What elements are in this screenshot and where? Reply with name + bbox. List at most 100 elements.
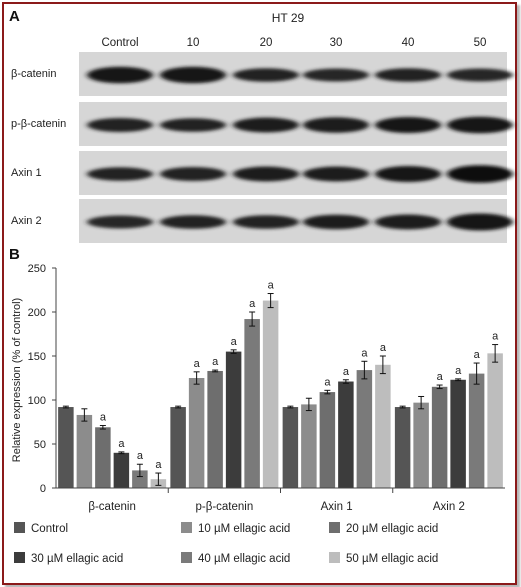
- legend-label: Control: [31, 523, 68, 535]
- blot-label: Axin 2: [11, 215, 42, 227]
- bar: [431, 386, 448, 488]
- lane-label-5: 50: [474, 37, 487, 49]
- bar: [58, 407, 74, 488]
- blot-band: [87, 118, 153, 132]
- blot-band: [303, 68, 369, 82]
- blot-band: [160, 66, 226, 84]
- blot-band: [447, 165, 513, 183]
- legend-swatch: [181, 522, 192, 533]
- legend-item-2: 20 µM ellagic acid: [329, 522, 438, 535]
- blot-band: [233, 215, 299, 229]
- blot-band: [87, 167, 153, 181]
- legend-item-1: 10 µM ellagic acid: [181, 522, 290, 535]
- significance-label: a: [137, 450, 144, 462]
- significance-label: a: [437, 371, 444, 383]
- significance-label: a: [361, 347, 368, 359]
- y-tick-label: 50: [34, 439, 46, 451]
- legend-swatch: [329, 552, 340, 563]
- bar: [301, 404, 317, 488]
- significance-label: a: [268, 280, 275, 292]
- blot-band: [233, 68, 299, 82]
- bar: [338, 381, 354, 488]
- legend-swatch: [14, 522, 25, 533]
- x-category-label: p-β-catenin: [195, 501, 253, 513]
- blot-2: Axin 1: [11, 151, 513, 195]
- blot-band: [303, 166, 369, 182]
- significance-label: a: [492, 331, 499, 343]
- blot-band: [447, 116, 513, 134]
- blot-band: [233, 117, 299, 133]
- bar: [225, 351, 242, 488]
- significance-label: a: [100, 412, 107, 424]
- y-tick-label: 200: [28, 307, 46, 319]
- bar: [450, 379, 466, 488]
- blot-band: [447, 68, 513, 82]
- bar: [170, 407, 186, 488]
- blot-band: [160, 118, 226, 132]
- x-axis: β-catenin p-β-catenin Axin 1 Axin 2: [56, 487, 505, 513]
- bar: [356, 370, 373, 488]
- bar: [394, 407, 411, 488]
- bar: [76, 414, 93, 488]
- legend-swatch: [181, 552, 192, 563]
- blot-3: Axin 2: [11, 199, 513, 243]
- lane-label-2: 20: [260, 37, 273, 49]
- bar: [207, 370, 223, 488]
- legend: Control 10 µM ellagic acid 20 µM ellagic a…: [14, 522, 438, 565]
- lane-label-0: Control: [101, 37, 138, 49]
- blot-band: [375, 117, 441, 133]
- bar: [113, 452, 130, 488]
- lane-label-1: 10: [187, 37, 200, 49]
- significance-label: a: [455, 365, 462, 377]
- blot-band: [303, 214, 369, 230]
- significance-label: a: [343, 366, 350, 378]
- significance-label: a: [155, 459, 162, 471]
- bar: [487, 353, 503, 488]
- lane-labels: Control 10 20 30 40 50: [101, 37, 486, 49]
- panel-a-label: A: [9, 8, 20, 25]
- significance-label: a: [249, 298, 256, 310]
- bar: [132, 470, 148, 488]
- bar: [468, 373, 485, 488]
- western-blots: β-catenin p-β-catenin Axin 1 Axin 2: [11, 52, 513, 243]
- legend-item-4: 40 µM ellagic acid: [181, 552, 290, 565]
- y-tick-label: 150: [28, 351, 46, 363]
- blot-band: [375, 68, 441, 82]
- bar: [244, 319, 260, 488]
- y-tick-label: 0: [40, 483, 46, 495]
- x-category-label: Axin 2: [433, 501, 465, 513]
- blot-band: [375, 214, 441, 230]
- lane-label-4: 40: [402, 37, 415, 49]
- bar: [188, 378, 205, 488]
- y-tick-label: 250: [28, 263, 46, 275]
- legend-label: 10 µM ellagic acid: [198, 523, 290, 535]
- legend-swatch: [14, 552, 25, 563]
- legend-item-0: Control: [14, 522, 68, 535]
- panel-b-label: B: [9, 246, 20, 263]
- bar: [262, 300, 279, 488]
- bar: [95, 427, 111, 488]
- blot-band: [87, 215, 153, 229]
- legend-label: 30 µM ellagic acid: [31, 553, 123, 565]
- blot-band: [375, 166, 441, 182]
- blot-label: β-catenin: [11, 68, 56, 80]
- bar: [319, 392, 336, 488]
- significance-label: a: [324, 376, 331, 388]
- significance-label: a: [118, 438, 125, 450]
- blot-band: [87, 66, 153, 84]
- bar: [375, 364, 391, 488]
- blot-label: Axin 1: [11, 167, 42, 179]
- blot-band: [447, 213, 513, 231]
- legend-swatch: [329, 522, 340, 533]
- cell-line-label: HT 29: [272, 11, 305, 25]
- legend-item-5: 50 µM ellagic acid: [329, 552, 438, 565]
- y-tick-label: 100: [28, 395, 46, 407]
- y-axis-title: Relative expression (% of control): [11, 298, 23, 462]
- y-axis: 0 50 100 150 200 250: [28, 263, 57, 495]
- blot-band: [160, 215, 226, 229]
- x-category-label: β-catenin: [88, 501, 136, 513]
- significance-label: a: [474, 349, 481, 361]
- significance-label: a: [380, 342, 387, 354]
